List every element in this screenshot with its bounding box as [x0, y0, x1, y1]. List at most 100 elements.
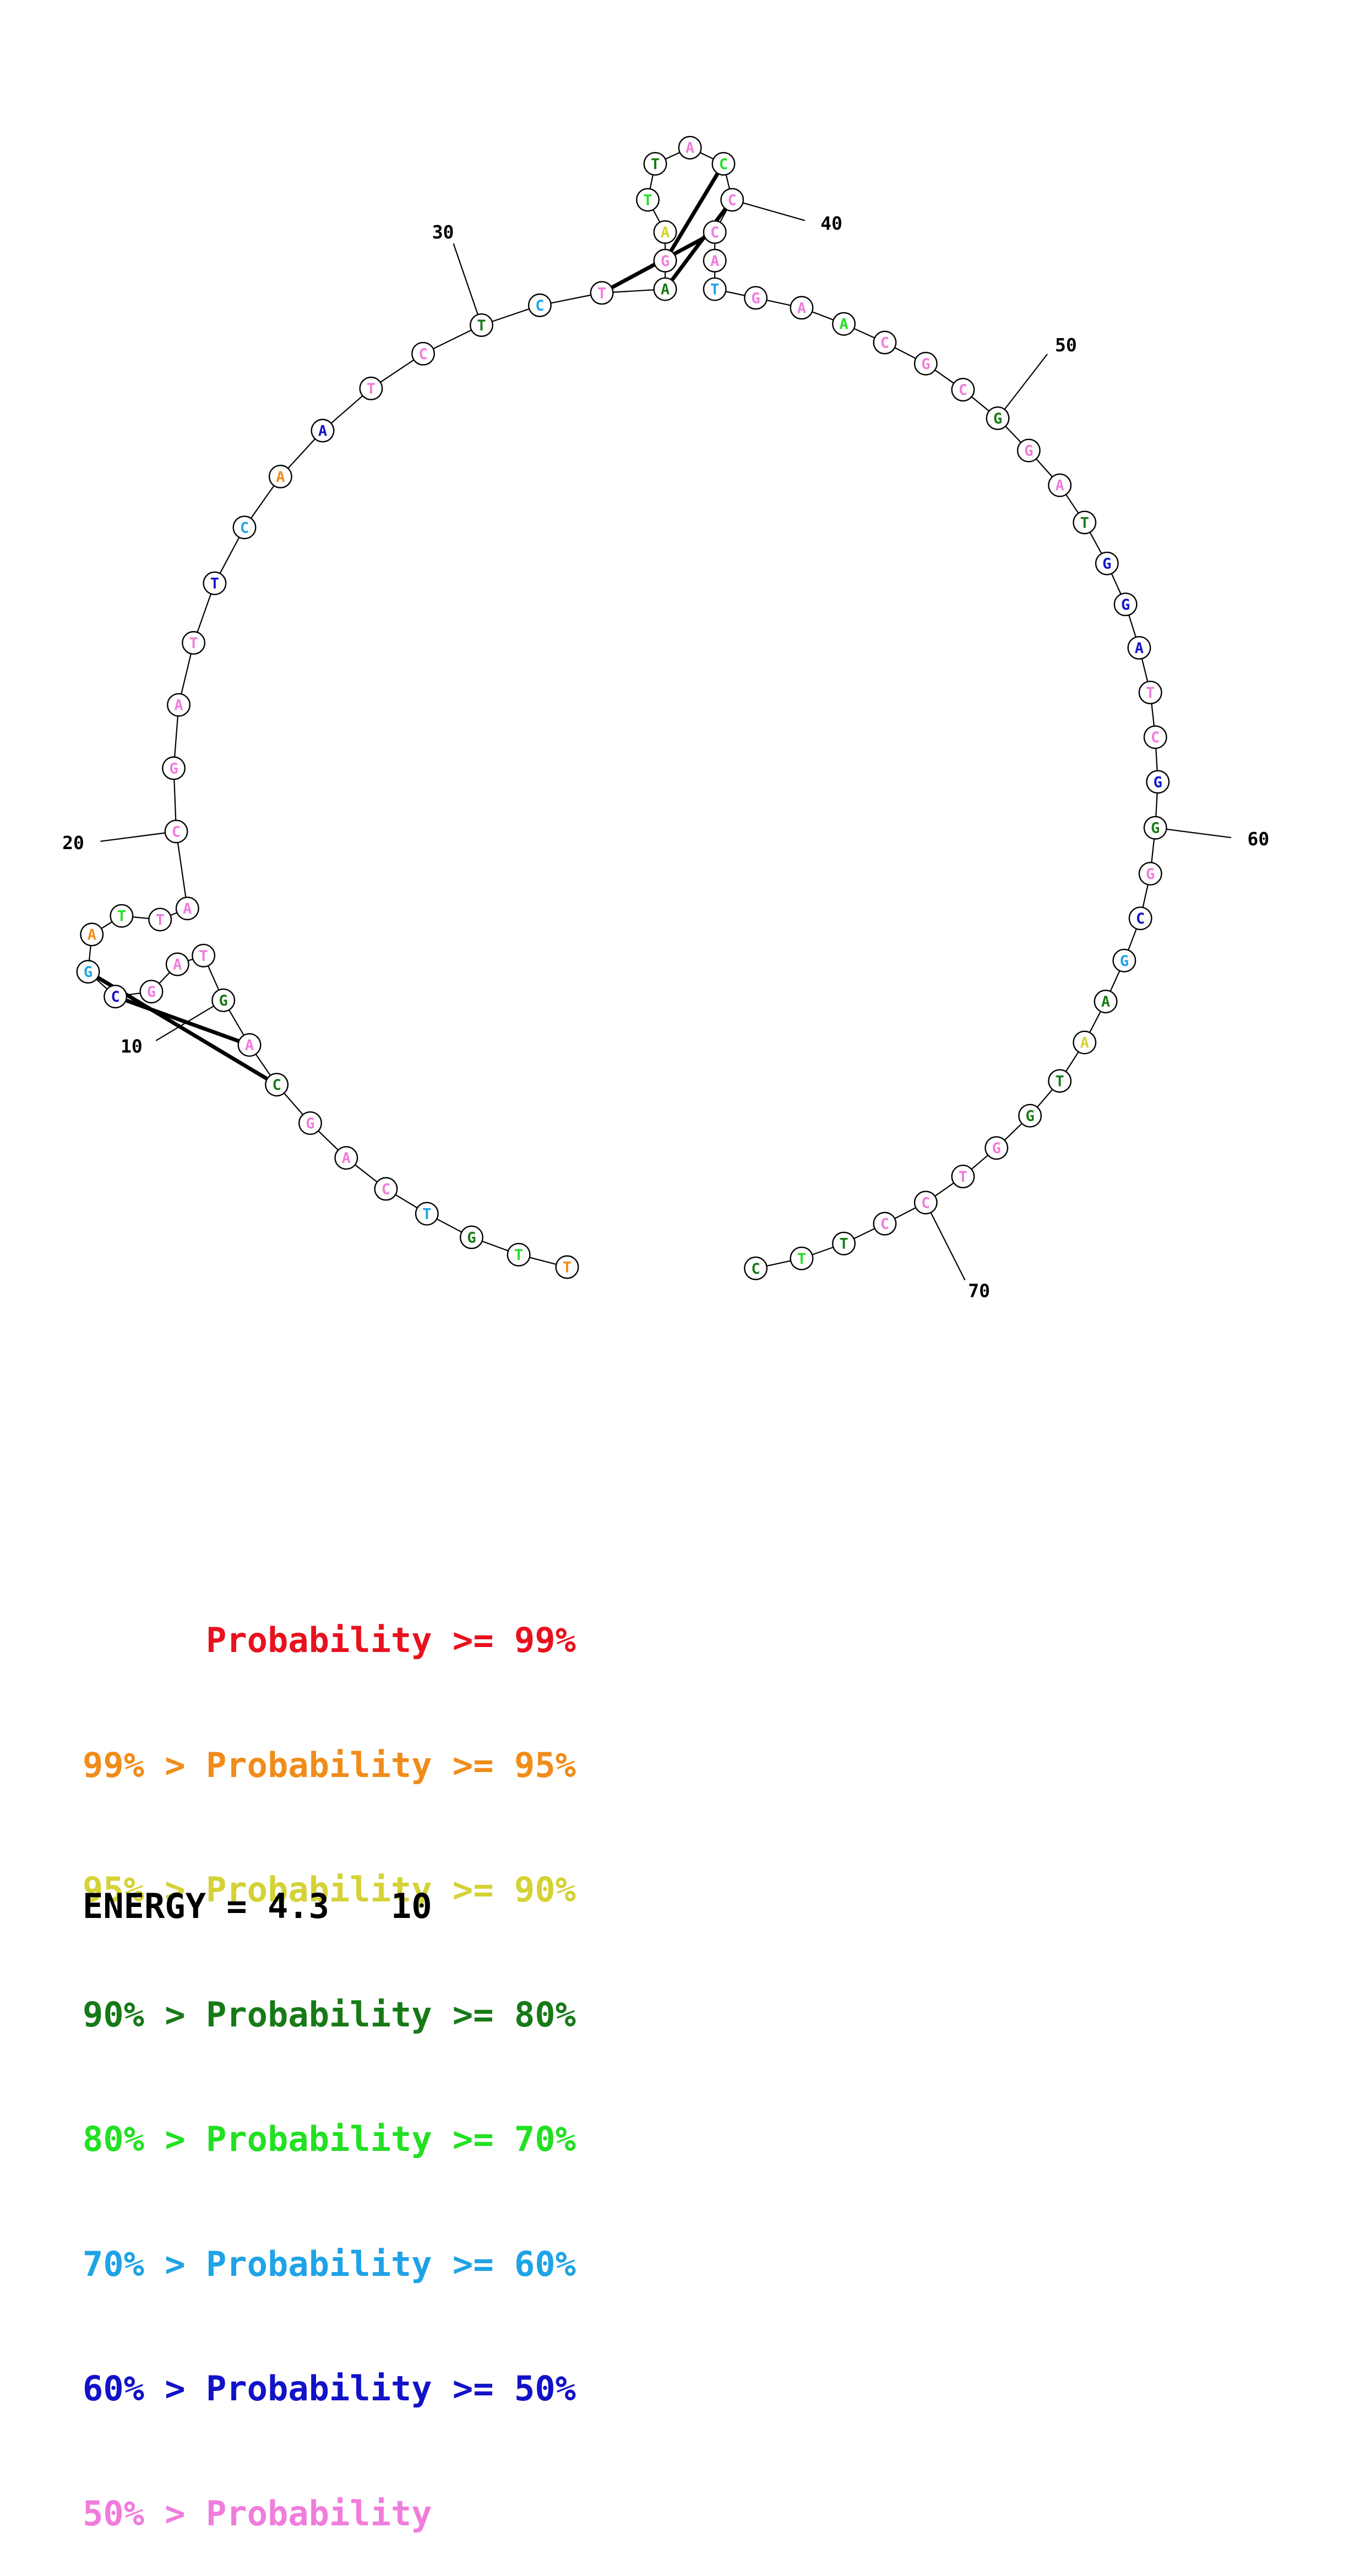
nucleotide-circle	[703, 248, 727, 273]
nucleotide-letter: T	[797, 1251, 806, 1268]
nucleotide-letter: G	[1120, 953, 1129, 970]
nucleotide: C	[1128, 906, 1152, 931]
nucleotide-letter: A	[710, 253, 719, 270]
nucleotide: C	[873, 330, 897, 355]
nucleotide-circle	[832, 1231, 856, 1256]
base-pair-bond	[663, 162, 725, 262]
nucleotide-letter: G	[147, 983, 156, 1001]
nucleotide-letter: T	[839, 1236, 848, 1253]
nucleotide: T	[203, 571, 227, 595]
nucleotide-circle	[1018, 1104, 1042, 1128]
nucleotide-circle	[1048, 473, 1072, 497]
nucleotide-circle	[507, 1243, 531, 1267]
position-label: 30	[432, 221, 454, 243]
nucleotide: G	[653, 248, 677, 273]
nucleotide: G	[76, 960, 100, 984]
nucleotide: A	[80, 922, 104, 947]
nucleotide: T	[1138, 681, 1162, 705]
position-tick	[1155, 827, 1232, 839]
nucleotide: A	[1048, 473, 1072, 497]
nucleotide-circle	[175, 896, 199, 921]
nucleotide-letter: C	[719, 156, 728, 173]
nucleotide: T	[359, 376, 383, 400]
nucleotide: G	[459, 1225, 483, 1249]
nucleotide: T	[832, 1231, 856, 1256]
nucleotide-circle	[1073, 510, 1097, 535]
nucleotide: A	[175, 896, 199, 921]
nucleotide-letter: C	[535, 297, 544, 314]
position-label: 40	[820, 213, 842, 234]
nucleotide-circle	[411, 341, 435, 366]
nucleotide-letter: T	[597, 285, 606, 302]
nucleotide-circle	[265, 1073, 289, 1097]
legend-row-p95: 99% > Probability >= 95%	[83, 1744, 576, 1785]
nucleotide: A	[165, 952, 189, 976]
nucleotide-circle	[703, 277, 727, 301]
nucleotide: A	[311, 419, 335, 443]
nucleotide-circle	[104, 985, 128, 1009]
nucleotide-circle	[790, 296, 814, 320]
nucleotide-letter: A	[276, 469, 285, 486]
nucleotide-letter: A	[318, 423, 327, 440]
nucleotide-letter: C	[1151, 729, 1160, 746]
nucleotide-letter: G	[921, 356, 930, 373]
nucleotide-letter: A	[183, 900, 192, 917]
nucleotide-letter: C	[1136, 910, 1145, 927]
nucleotide-letter: T	[1146, 684, 1155, 702]
position-labels: 10 20 30 40 50 60 70	[62, 213, 1269, 1301]
nucleotide-letter: A	[245, 1037, 254, 1054]
nucleotide-circle	[1048, 1069, 1072, 1093]
legend-row-p50: 60% > Probability >= 50%	[83, 2368, 576, 2409]
nucleotide: T	[790, 1246, 814, 1270]
nucleotide: G	[1095, 551, 1119, 575]
nucleotide: G	[913, 351, 938, 376]
nucleotide-letter: C	[240, 519, 249, 536]
nucleotide-circle	[1128, 906, 1152, 931]
nucleotide: C	[265, 1073, 289, 1097]
nucleotide-circle	[1143, 816, 1167, 840]
backbone-link	[175, 831, 188, 909]
nucleotide: G	[1112, 948, 1136, 972]
nucleotide-circle	[298, 1111, 322, 1135]
nucleotide-circle	[986, 406, 1010, 430]
nucleotide-letter: G	[1102, 556, 1111, 573]
nucleotide: A	[703, 248, 727, 273]
nucleotide-circle	[80, 922, 104, 947]
nucleotide: A	[678, 135, 702, 160]
base-pair-bond	[664, 198, 734, 291]
backbone-lines	[87, 147, 1159, 1269]
nucleotide-circle	[1095, 551, 1119, 575]
nucleotide-letter: A	[1080, 1035, 1089, 1052]
nucleotide-letter: C	[272, 1077, 281, 1094]
nucleotide-letter: C	[728, 192, 737, 209]
nucleotide-circle	[232, 515, 257, 540]
nucleotide-circle	[1127, 635, 1151, 660]
nucleotide-letter: G	[306, 1115, 314, 1132]
nucleotide: A	[167, 693, 191, 717]
nucleotide: C	[232, 515, 257, 540]
nucleotide-circle	[985, 1136, 1009, 1160]
nucleotide-circle	[334, 1146, 358, 1170]
legend-row-p90: 95% > Probability >= 90%	[83, 1869, 576, 1910]
position-tick	[925, 1202, 966, 1281]
nucleotide: G	[211, 988, 236, 1012]
nucleotide-letter: T	[189, 635, 198, 652]
position-tick	[997, 354, 1048, 419]
nucleotide-circle	[832, 312, 856, 336]
nucleotide-letter: G	[1024, 443, 1033, 460]
nucleotide-circle	[744, 1256, 768, 1280]
nucleotide: C	[104, 985, 128, 1009]
nucleotide-circle	[1016, 438, 1041, 463]
legend-row-p99: Probability >= 99%	[83, 1620, 576, 1660]
nucleotide-letter: A	[174, 697, 183, 714]
nucleotide: G	[139, 980, 164, 1004]
nucleotide-letter: T	[422, 1206, 431, 1223]
nucleotide-letter: C	[111, 988, 119, 1006]
nucleotide-letter: A	[173, 957, 182, 974]
nucleotide: T	[590, 281, 614, 305]
nucleotide-circle	[1094, 990, 1118, 1014]
nucleotide: A	[268, 464, 292, 488]
nucleotide-circle	[374, 1177, 398, 1201]
nucleotide: T	[415, 1202, 439, 1226]
